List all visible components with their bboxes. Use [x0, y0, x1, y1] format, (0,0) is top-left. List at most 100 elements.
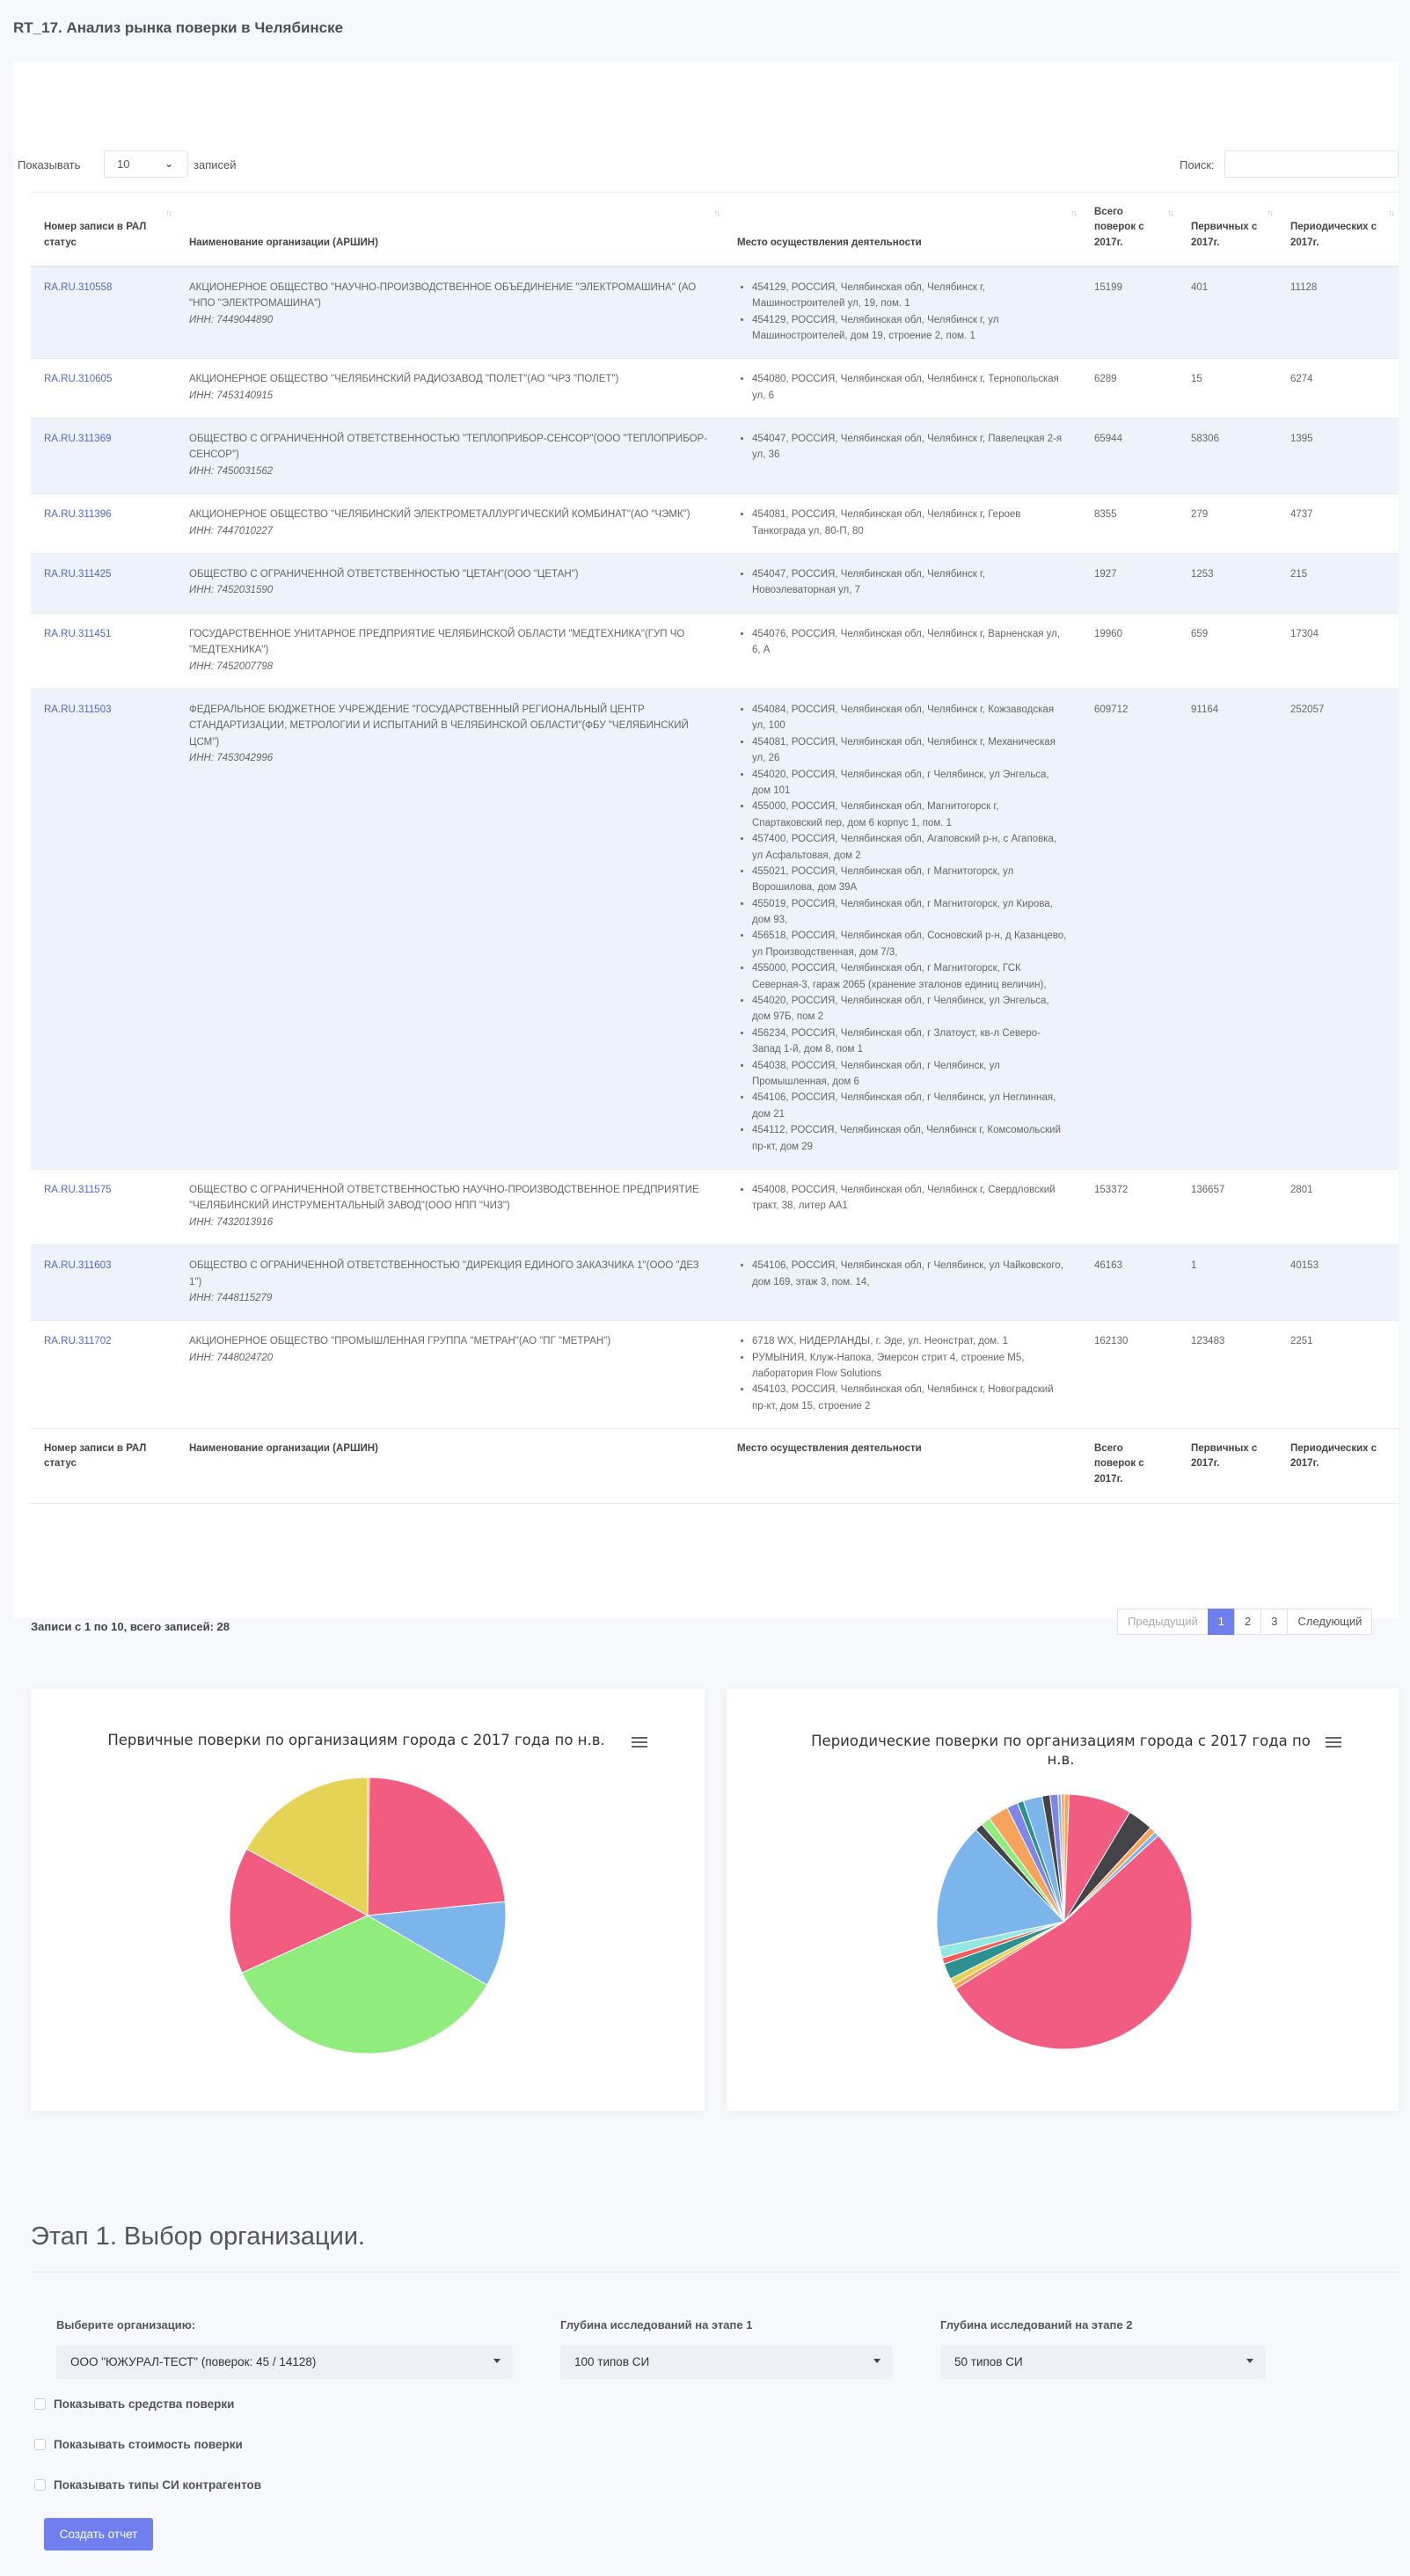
checkbox-show-types[interactable]: Показывать типы СИ контрагентов [34, 2478, 261, 2492]
cell-org: АКЦИОНЕРНОЕ ОБЩЕСТВО "ЧЕЛЯБИНСКИЙ ЭЛЕКТР… [176, 493, 724, 554]
divider [31, 2272, 1399, 2273]
record-link[interactable]: RA.RU.311451 [44, 628, 112, 639]
chart-menu-icon[interactable] [1326, 1737, 1341, 1749]
column-header-id[interactable]: Номер записи в РАЛ статус ↑↓ [31, 191, 176, 267]
place-list: 454129, РОССИЯ, Челябинская обл, Челябин… [737, 280, 1068, 345]
pie-slice-5[interactable] [954, 1835, 1193, 2050]
pie-slice-5[interactable] [245, 1777, 369, 1916]
place-item: 454112, РОССИЯ, Челябинская обл, Челябин… [752, 1122, 1068, 1155]
cell-periodic: 2251 [1277, 1320, 1399, 1429]
chart-menu-icon[interactable] [632, 1737, 647, 1749]
place-item: 454008, РОССИЯ, Челябинская обл, Челябин… [752, 1182, 1068, 1215]
cell-periodic: 17304 [1277, 612, 1399, 690]
depth1-value: 100 типов СИ [574, 2355, 650, 2368]
column-header-total[interactable]: Всего поверок с 2017г. ↑↓ [1081, 191, 1178, 267]
cell-id: RA.RU.311702 [31, 1320, 176, 1429]
cell-periodic: 215 [1277, 553, 1399, 614]
column-header-periodic[interactable]: Периодических с 2017г. ↑↓ [1277, 191, 1399, 267]
cell-place: 454129, РОССИЯ, Челябинская обл, Челябин… [724, 266, 1081, 359]
cell-org: ОБЩЕСТВО С ОГРАНИЧЕННОЙ ОТВЕТСТВЕННОСТЬЮ… [176, 1168, 724, 1245]
cell-primary: 15 [1178, 358, 1277, 419]
create-report-button[interactable]: Создать отчет [44, 2518, 153, 2550]
sort-icon: ↑↓ [165, 208, 172, 218]
periodic-pie-chart [936, 1793, 1193, 2050]
column-header-org[interactable]: Наименование организации (АРШИН) ↑↓ [176, 191, 724, 267]
place-item: 456518, РОССИЯ, Челябинская обл, Сосновс… [752, 928, 1068, 960]
checkbox-box[interactable] [34, 2439, 46, 2450]
checkbox-show-tools[interactable]: Показывать средства поверки [34, 2397, 234, 2411]
depth1-select[interactable]: 100 типов СИ [560, 2346, 893, 2379]
cell-total: 8355 [1081, 493, 1178, 554]
cell-total: 1927 [1081, 553, 1178, 614]
checkbox-label: Показывать типы СИ контрагентов [54, 2478, 262, 2492]
sort-icon: ↑↓ [1388, 208, 1395, 218]
cell-place: 454084, РОССИЯ, Челябинская обл, Челябин… [724, 689, 1081, 1170]
cell-id: RA.RU.311503 [31, 689, 176, 1170]
page-length-value: 10 [117, 157, 130, 171]
cell-periodic: 6274 [1277, 358, 1399, 419]
place-list: 454047, РОССИЯ, Челябинская обл, Челябин… [737, 566, 1068, 599]
org-inn: ИНН: 7449044890 [189, 314, 274, 325]
search-input[interactable] [1224, 150, 1399, 178]
cell-total: 19960 [1081, 612, 1178, 690]
table-row: RA.RU.311702 АКЦИОНЕРНОЕ ОБЩЕСТВО "ПРОМЫШ… [31, 1320, 1399, 1429]
record-link[interactable]: RA.RU.311425 [44, 569, 112, 580]
record-link[interactable]: RA.RU.311369 [44, 434, 112, 445]
cell-place: 454076, РОССИЯ, Челябинская обл, Челябин… [724, 612, 1081, 690]
place-item: 454020, РОССИЯ, Челябинская обл, г Челяб… [752, 767, 1068, 799]
checkbox-box[interactable] [34, 2479, 46, 2491]
table-row: RA.RU.310605 АКЦИОНЕРНОЕ ОБЩЕСТВО "ЧЕЛЯБИ… [31, 358, 1399, 419]
pagination-next[interactable]: Следующий [1287, 1609, 1373, 1635]
pagination-page-1[interactable]: 1 [1207, 1609, 1235, 1635]
pagination-prev[interactable]: Предыдущий [1117, 1609, 1209, 1635]
pie-slice-11[interactable] [936, 1828, 1065, 1948]
checkbox-label: Показывать средства поверки [54, 2397, 235, 2411]
checkbox-show-cost[interactable]: Показывать стоимость поверки [34, 2438, 243, 2451]
depth2-select[interactable]: 50 типов СИ [940, 2346, 1266, 2379]
org-inn: ИНН: 7448024720 [189, 1352, 274, 1363]
place-list: 454076, РОССИЯ, Челябинская обл, Челябин… [737, 626, 1068, 659]
pie-slice-21[interactable] [1060, 1793, 1065, 1923]
pie-slice-2[interactable] [366, 1901, 507, 1986]
record-link[interactable]: RA.RU.311503 [44, 704, 112, 715]
cell-place: 454080, РОССИЯ, Челябинская обл, Челябин… [724, 358, 1081, 419]
record-link[interactable]: RA.RU.311575 [44, 1184, 112, 1195]
footer-header-total: Всего поверок с 2017г. [1081, 1428, 1178, 1504]
search-label: Поиск: [1180, 158, 1215, 171]
chevron-down-icon: ⌄ [164, 157, 173, 170]
depth1-label: Глубина исследований на этапе 1 [560, 2318, 753, 2332]
org-inn: ИНН: 7432013916 [189, 1216, 274, 1228]
cell-org: ОБЩЕСТВО С ОГРАНИЧЕННОЙ ОТВЕТСТВЕННОСТЬЮ… [176, 1244, 724, 1321]
pie-slice-4[interactable] [229, 1848, 369, 1974]
record-link[interactable]: RA.RU.310558 [44, 281, 113, 293]
org-inn: ИНН: 7452031590 [189, 585, 274, 596]
record-link[interactable]: RA.RU.311396 [44, 509, 112, 521]
org-name: АКЦИОНЕРНОЕ ОБЩЕСТВО "ЧЕЛЯБИНСКИЙ РАДИОЗ… [189, 374, 619, 385]
pagination-page-2[interactable]: 2 [1234, 1609, 1262, 1635]
caret-down-icon [493, 2359, 500, 2363]
cell-periodic: 11128 [1277, 266, 1399, 359]
place-item: 454103, РОССИЯ, Челябинская обл, Челябин… [752, 1382, 1068, 1414]
pagination-page-3[interactable]: 3 [1260, 1609, 1289, 1635]
record-link[interactable]: RA.RU.311702 [44, 1336, 112, 1347]
cell-org: ОБЩЕСТВО С ОГРАНИЧЕННОЙ ОТВЕТСТВЕННОСТЬЮ… [176, 418, 724, 494]
page-length-select[interactable]: 10 ⌄ [104, 150, 188, 178]
table-row: RA.RU.311369 ОБЩЕСТВО С ОГРАНИЧЕННОЙ ОТВЕ… [31, 418, 1399, 494]
pie-slice-1[interactable] [367, 1777, 506, 1916]
column-header-place[interactable]: Место осуществления деятельности ↑↓ [724, 191, 1081, 267]
org-name: АКЦИОНЕРНОЕ ОБЩЕСТВО "ПРОМЫШЛЕННАЯ ГРУПП… [189, 1336, 611, 1347]
place-item: 454020, РОССИЯ, Челябинская обл, г Челяб… [752, 993, 1068, 1025]
checkbox-box[interactable] [34, 2398, 46, 2410]
cell-org: АКЦИОНЕРНОЕ ОБЩЕСТВО "ПРОМЫШЛЕННАЯ ГРУПП… [176, 1320, 724, 1429]
org-select-value: ООО "ЮЖУРАЛ-ТЕСТ" (поверок: 45 / 14128) [70, 2355, 317, 2368]
pie-slice-3[interactable] [241, 1915, 488, 2054]
column-header-primary[interactable]: Первичных с 2017г. ↑↓ [1178, 191, 1277, 267]
record-link[interactable]: RA.RU.310605 [44, 374, 113, 385]
cell-primary: 1253 [1178, 553, 1277, 614]
place-item: 454047, РОССИЯ, Челябинская обл, Челябин… [752, 566, 1068, 599]
record-link[interactable]: RA.RU.311603 [44, 1260, 112, 1272]
org-name: ОБЩЕСТВО С ОГРАНИЧЕННОЙ ОТВЕТСТВЕННОСТЬЮ… [189, 1184, 699, 1212]
cell-periodic: 4737 [1277, 493, 1399, 554]
org-select[interactable]: ООО "ЮЖУРАЛ-ТЕСТ" (поверок: 45 / 14128) [56, 2346, 513, 2379]
length-suffix: записей [194, 158, 237, 171]
